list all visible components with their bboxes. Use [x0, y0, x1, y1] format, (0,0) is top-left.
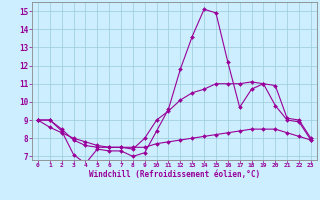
- X-axis label: Windchill (Refroidissement éolien,°C): Windchill (Refroidissement éolien,°C): [89, 170, 260, 179]
